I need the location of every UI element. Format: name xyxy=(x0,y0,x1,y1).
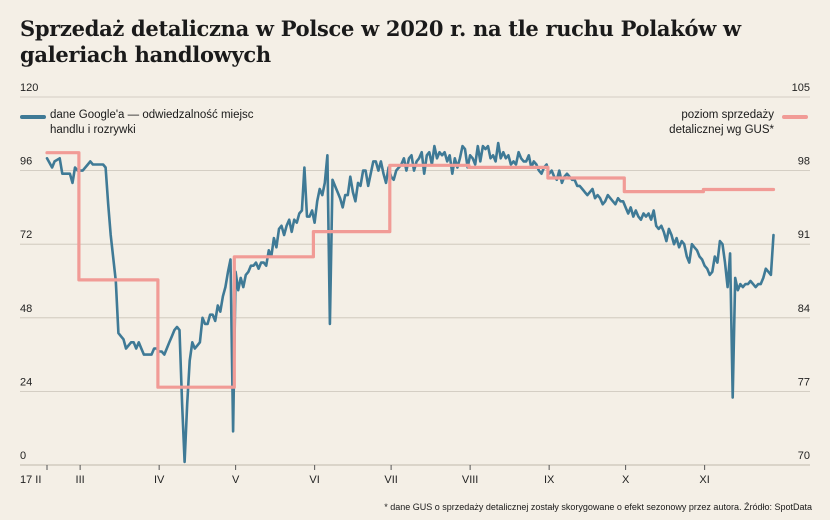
y-right-tick-label: 91 xyxy=(798,229,810,241)
series-line-google xyxy=(45,141,775,464)
y-right-tick-label: 98 xyxy=(798,156,810,168)
x-tick-label: 17 II xyxy=(20,474,41,486)
series-group xyxy=(45,141,776,464)
y-axis-left: 0 24 48 72 96 120 xyxy=(20,82,38,462)
y-axis-right: 70 77 84 91 98 105 xyxy=(792,82,810,462)
x-tick-label: IV xyxy=(154,474,165,486)
y-right-tick-label: 70 xyxy=(798,450,810,462)
y-left-tick-label: 0 xyxy=(20,450,26,462)
x-tick-label: VI xyxy=(309,474,319,486)
x-tick-label: X xyxy=(622,474,630,486)
x-tick-label: III xyxy=(76,474,85,486)
x-tick-label: IX xyxy=(544,474,555,486)
series-line-gus xyxy=(45,151,776,389)
x-axis: 17 II III IV V VI VII VIII IX X XI xyxy=(20,465,710,486)
x-tick-label: V xyxy=(232,474,240,486)
legend-swatch-gus xyxy=(782,115,808,119)
footnote: * dane GUS o sprzedaży detalicznej zosta… xyxy=(384,502,812,512)
chart-title: Sprzedaż detaliczna w Polsce w 2020 r. n… xyxy=(20,16,741,67)
x-tick-label: XI xyxy=(699,474,709,486)
legend-swatch-google xyxy=(20,115,46,119)
legend-google-line2: handlu i rozrywki xyxy=(50,124,136,136)
y-right-tick-label: 77 xyxy=(798,376,810,388)
legend-gus-line1: poziom sprzedaży xyxy=(681,109,774,121)
y-left-tick-label: 96 xyxy=(20,156,32,168)
legend-google-line1: dane Google'a — odwiedzalność miejsc xyxy=(50,109,254,121)
legend-gus: poziom sprzedaży detalicznej wg GUS* xyxy=(604,108,774,138)
x-tick-label: VIII xyxy=(462,474,479,486)
y-right-tick-label: 105 xyxy=(792,82,810,94)
y-left-tick-label: 48 xyxy=(20,303,32,315)
y-left-tick-label: 24 xyxy=(20,376,32,388)
y-left-tick-label: 72 xyxy=(20,229,32,241)
legend-google: dane Google'a — odwiedzalność miejsc han… xyxy=(50,108,280,138)
y-left-tick-label: 120 xyxy=(20,82,38,94)
legend-gus-line2: detalicznej wg GUS* xyxy=(669,124,774,136)
x-tick-label: VII xyxy=(384,474,397,486)
y-right-tick-label: 84 xyxy=(798,303,810,315)
